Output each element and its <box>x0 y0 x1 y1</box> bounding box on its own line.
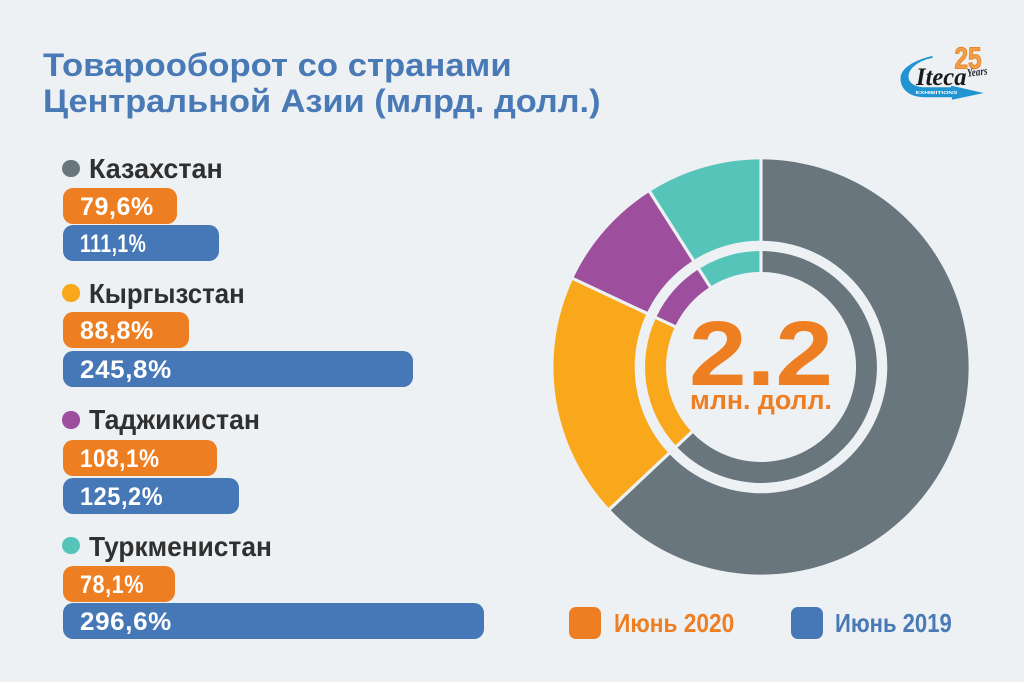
svg-text:EXHIBITIONS: EXHIBITIONS <box>916 90 959 96</box>
svg-text:25: 25 <box>955 41 982 75</box>
svg-text:Years: Years <box>966 65 988 79</box>
svg-text:Iteca: Iteca <box>915 64 966 91</box>
